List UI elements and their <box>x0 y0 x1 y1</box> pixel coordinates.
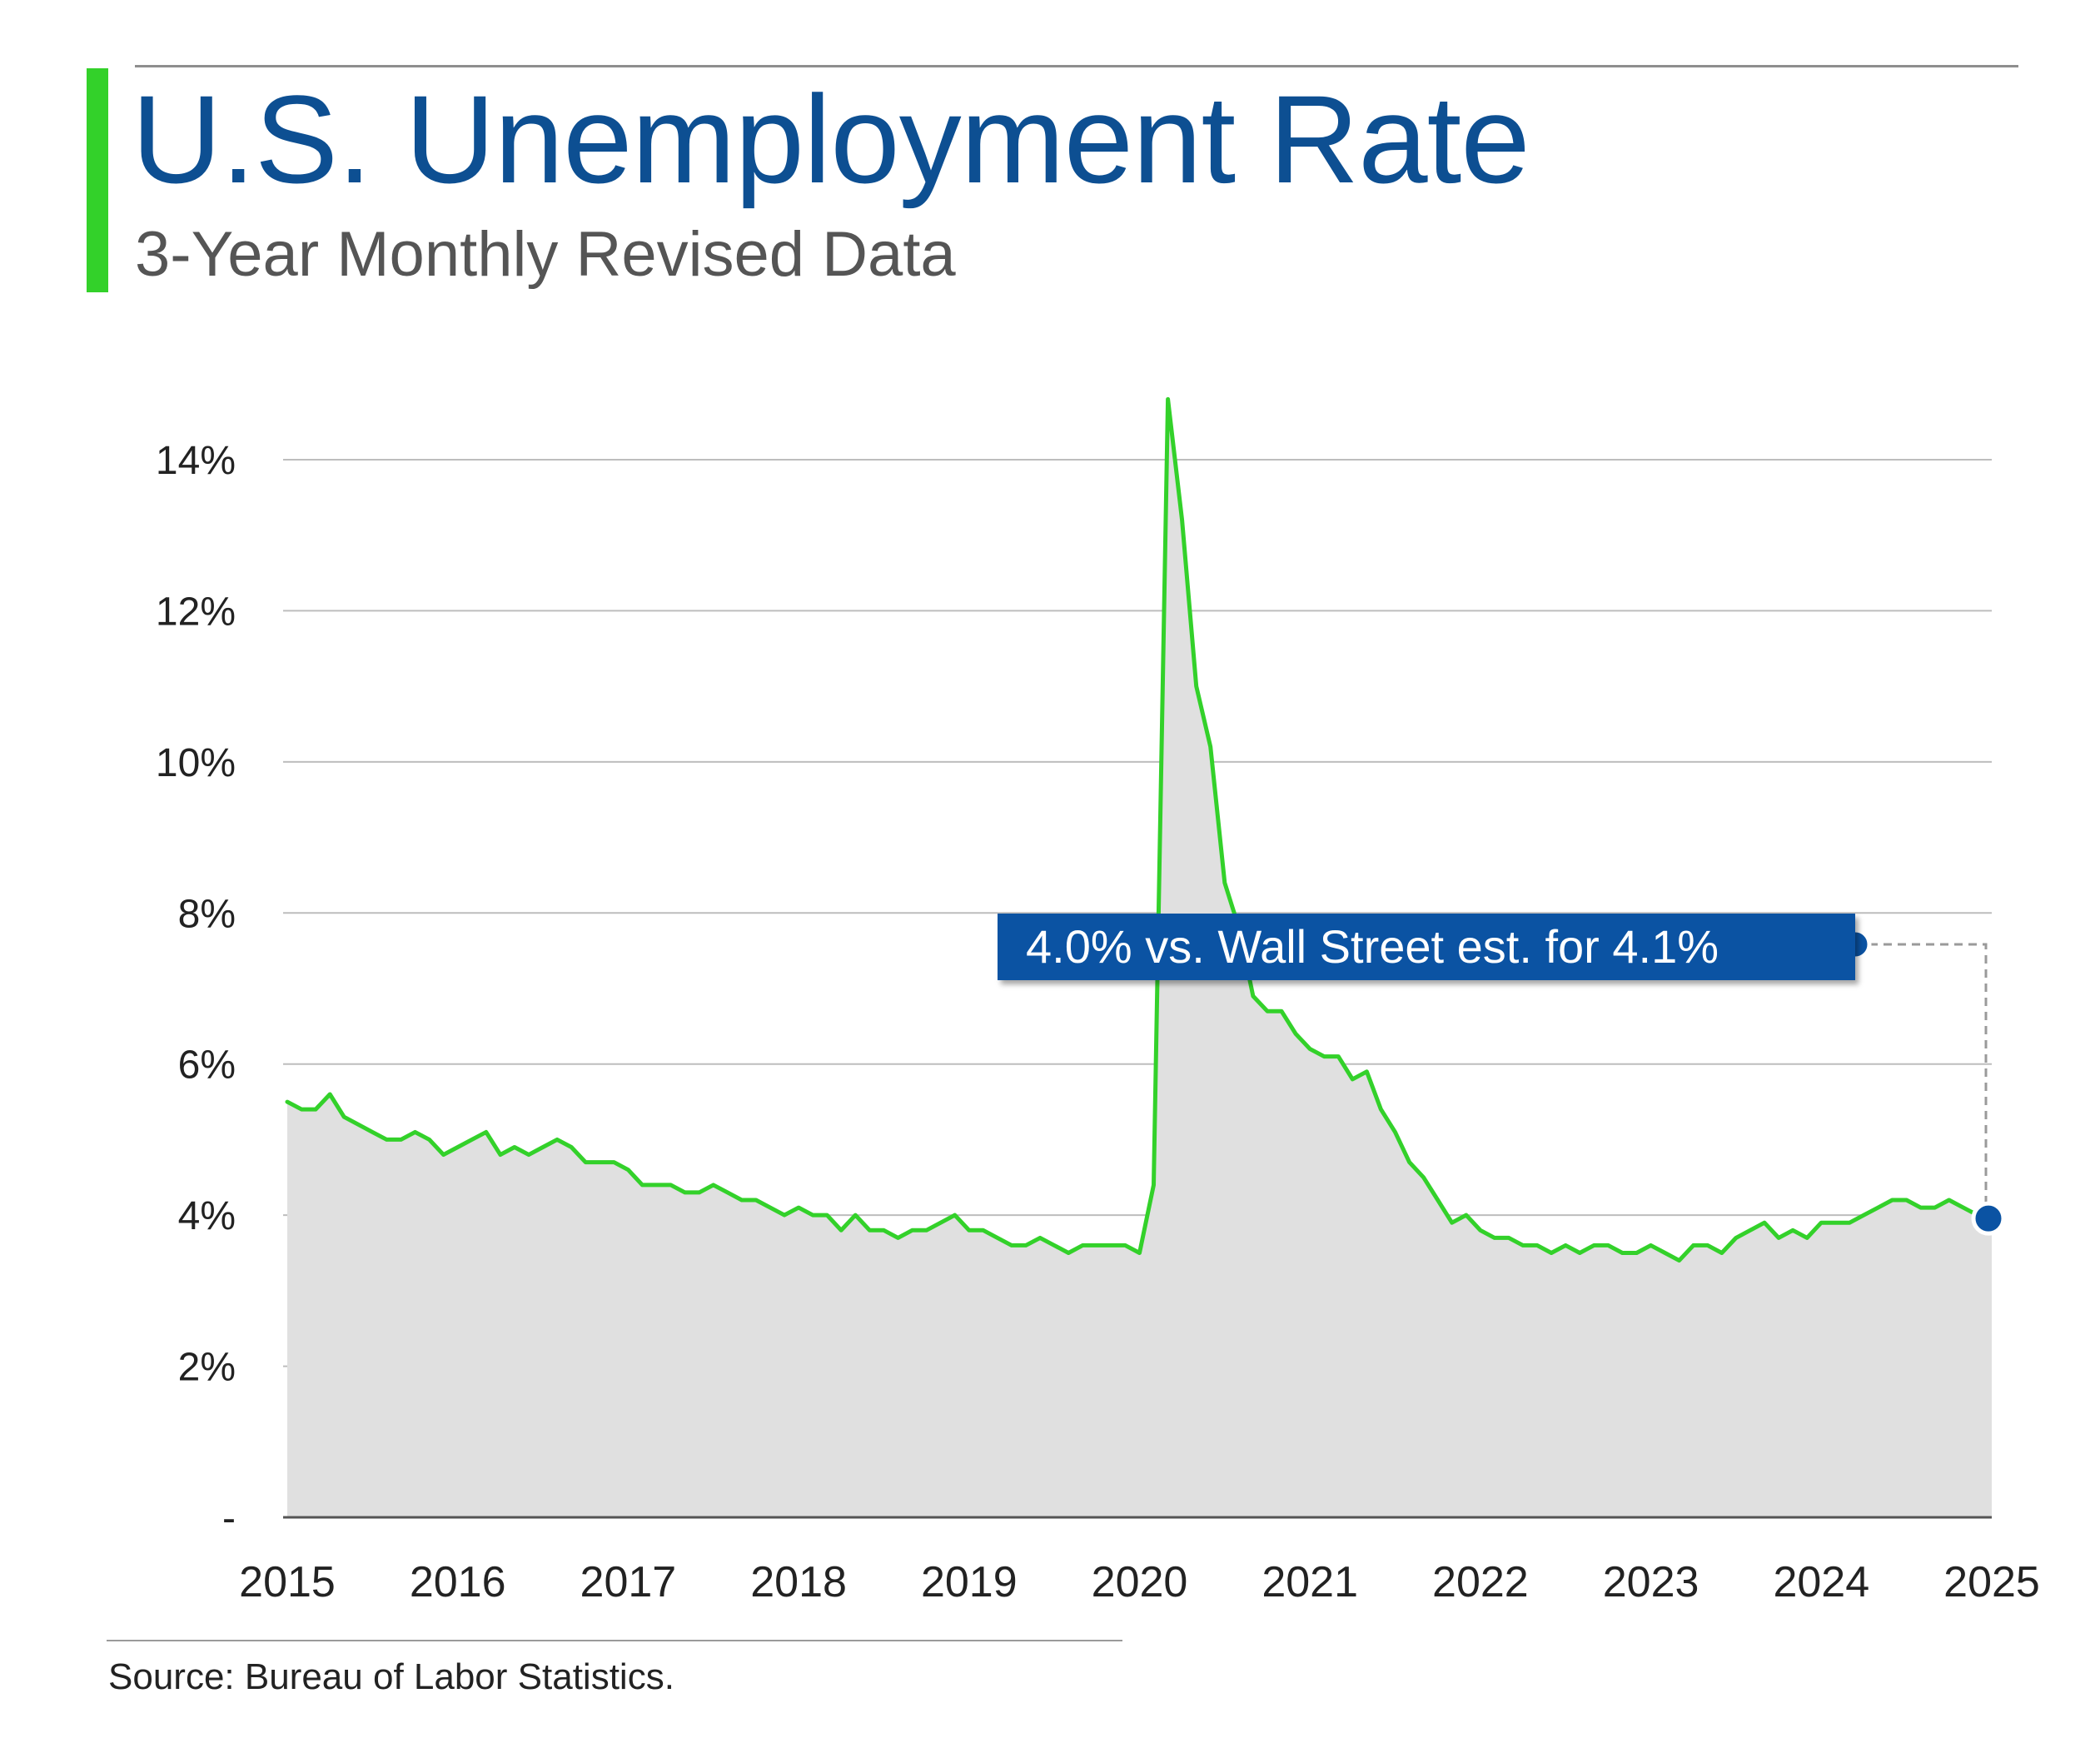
y-axis-ticks: - 2% 4% 6% 8% 10% 12% 14% <box>156 439 236 1541</box>
series-line <box>285 396 1980 1263</box>
title-accent-bar <box>87 68 108 292</box>
x-tick-label: 2021 <box>1261 1558 1358 1606</box>
y-tick-label: 10% <box>156 741 236 785</box>
x-tick-label: 2018 <box>750 1558 847 1606</box>
chart-subtitle: 3-Year Monthly Revised Data <box>135 219 956 290</box>
source-rule <box>107 1640 1122 1641</box>
y-tick-label: 12% <box>156 590 236 634</box>
x-tick-label: 2022 <box>1432 1558 1529 1606</box>
source-note: Source: Bureau of Labor Statistics. <box>108 1656 674 1697</box>
y-tick-label: 14% <box>156 439 236 483</box>
x-tick-label: 2015 <box>239 1558 336 1606</box>
callout-label: 4.0% vs. Wall Street est. for 4.1% <box>998 914 1855 980</box>
x-tick-label: 2019 <box>921 1558 1018 1606</box>
y-tick-label: 8% <box>178 892 236 936</box>
y-tick-label: 4% <box>178 1194 236 1238</box>
area-fill <box>287 399 1992 1517</box>
x-tick-label: 2025 <box>1943 1558 2040 1606</box>
x-tick-label: 2024 <box>1773 1558 1869 1606</box>
x-axis-ticks: 2015 2016 2017 2018 2019 2020 2021 2022 2023 2024… <box>239 1558 2040 1606</box>
top-rule <box>135 65 2018 67</box>
x-tick-label: 2023 <box>1603 1558 1699 1606</box>
y-tick-label: - <box>222 1497 236 1541</box>
latest-value-marker <box>1971 1201 2006 1236</box>
y-tick-label: 2% <box>178 1346 236 1390</box>
chart-title: U.S. Unemployment Rate <box>132 69 1530 209</box>
x-tick-label: 2020 <box>1092 1558 1188 1606</box>
x-tick-label: 2016 <box>410 1558 506 1606</box>
y-tick-label: 6% <box>178 1043 236 1088</box>
callout-connector <box>1855 943 1988 1203</box>
x-tick-label: 2017 <box>580 1558 677 1606</box>
